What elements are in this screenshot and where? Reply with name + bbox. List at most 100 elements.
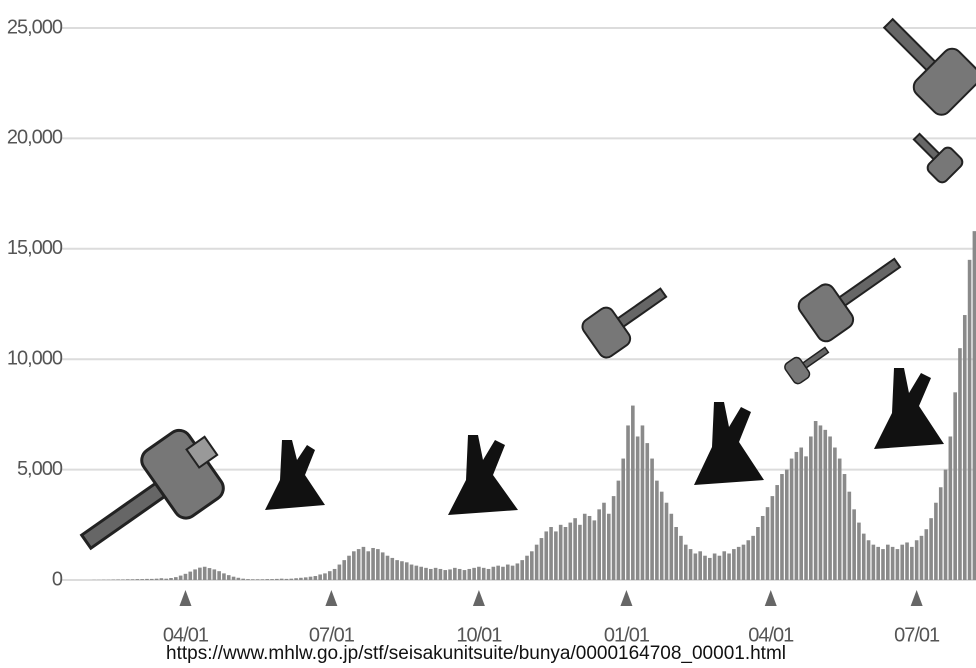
bar bbox=[232, 577, 236, 580]
bar bbox=[487, 569, 491, 580]
bar bbox=[160, 578, 164, 580]
bar bbox=[838, 459, 842, 580]
x-tick-mark bbox=[179, 590, 191, 606]
bar bbox=[958, 348, 962, 580]
bar bbox=[429, 569, 433, 580]
bar bbox=[799, 448, 803, 580]
bar bbox=[352, 551, 356, 580]
bar bbox=[934, 503, 938, 580]
bar bbox=[448, 569, 452, 580]
bar bbox=[900, 545, 904, 580]
bar bbox=[554, 531, 558, 580]
bar bbox=[381, 552, 385, 580]
bar bbox=[944, 470, 948, 580]
bar bbox=[395, 560, 399, 580]
bar bbox=[597, 509, 601, 580]
bar bbox=[612, 496, 616, 580]
bar bbox=[742, 545, 746, 580]
hammer-icon bbox=[63, 419, 237, 575]
bar bbox=[540, 538, 544, 580]
bar bbox=[184, 574, 188, 580]
bar bbox=[766, 507, 770, 580]
hammer-icon bbox=[867, 2, 976, 119]
bar bbox=[164, 579, 168, 580]
bar bbox=[722, 551, 726, 580]
bar bbox=[973, 231, 976, 580]
bar bbox=[458, 569, 462, 580]
bar bbox=[771, 496, 775, 580]
bar bbox=[684, 545, 688, 580]
bar bbox=[756, 527, 760, 580]
bar bbox=[896, 549, 900, 580]
bar bbox=[333, 569, 337, 580]
dancer-icon bbox=[265, 440, 325, 510]
bar bbox=[593, 520, 597, 580]
bar bbox=[208, 568, 212, 580]
hammer-icon bbox=[783, 340, 834, 385]
bar bbox=[246, 579, 250, 580]
bar bbox=[328, 571, 332, 580]
bar bbox=[694, 554, 698, 580]
bar bbox=[583, 514, 587, 580]
bar bbox=[559, 525, 563, 580]
bar bbox=[949, 436, 953, 580]
bar bbox=[674, 527, 678, 580]
bar bbox=[136, 579, 140, 580]
bar bbox=[463, 570, 467, 580]
bar bbox=[294, 578, 298, 580]
bar bbox=[852, 509, 856, 580]
bar bbox=[419, 567, 423, 580]
y-tick-label: 25,000 bbox=[7, 16, 63, 38]
bar bbox=[645, 443, 649, 580]
y-tick-label: 10,000 bbox=[7, 347, 63, 369]
bar bbox=[467, 569, 471, 580]
bar bbox=[910, 547, 914, 580]
bar bbox=[251, 579, 255, 580]
bar bbox=[727, 554, 731, 580]
bar bbox=[867, 540, 871, 580]
bar bbox=[203, 567, 207, 580]
bar bbox=[703, 556, 707, 580]
bar bbox=[318, 574, 322, 580]
bar bbox=[285, 579, 289, 580]
bar bbox=[525, 556, 529, 580]
bar bbox=[905, 542, 909, 580]
y-tick-label: 5,000 bbox=[17, 458, 63, 480]
bar bbox=[929, 518, 933, 580]
bar bbox=[169, 578, 173, 580]
bar bbox=[198, 568, 202, 580]
bar bbox=[578, 525, 582, 580]
bar bbox=[410, 565, 414, 580]
bar bbox=[366, 551, 370, 580]
bar bbox=[265, 579, 269, 580]
bar bbox=[492, 567, 496, 580]
bar bbox=[342, 560, 346, 580]
hammer-icon bbox=[579, 275, 676, 361]
bar bbox=[751, 536, 755, 580]
bar bbox=[891, 547, 895, 580]
bar bbox=[520, 560, 524, 580]
bar bbox=[708, 558, 712, 580]
y-tick-label: 0 bbox=[52, 568, 63, 590]
bar bbox=[213, 569, 217, 580]
bar bbox=[179, 576, 183, 580]
bar bbox=[665, 503, 669, 580]
bar bbox=[241, 579, 245, 580]
bar bbox=[876, 547, 880, 580]
x-tick-mark bbox=[325, 590, 337, 606]
bar bbox=[516, 563, 520, 580]
bar bbox=[482, 568, 486, 580]
bar bbox=[746, 540, 750, 580]
bar bbox=[280, 579, 284, 580]
bar bbox=[544, 531, 548, 580]
bar bbox=[477, 567, 481, 580]
dancer-icon bbox=[874, 368, 944, 449]
bar bbox=[140, 579, 144, 580]
bar bbox=[857, 523, 861, 580]
bar bbox=[924, 529, 928, 580]
bar bbox=[953, 392, 957, 580]
bar bbox=[222, 573, 226, 580]
x-tick-mark bbox=[765, 590, 777, 606]
bar bbox=[698, 551, 702, 580]
bar bbox=[814, 421, 818, 580]
